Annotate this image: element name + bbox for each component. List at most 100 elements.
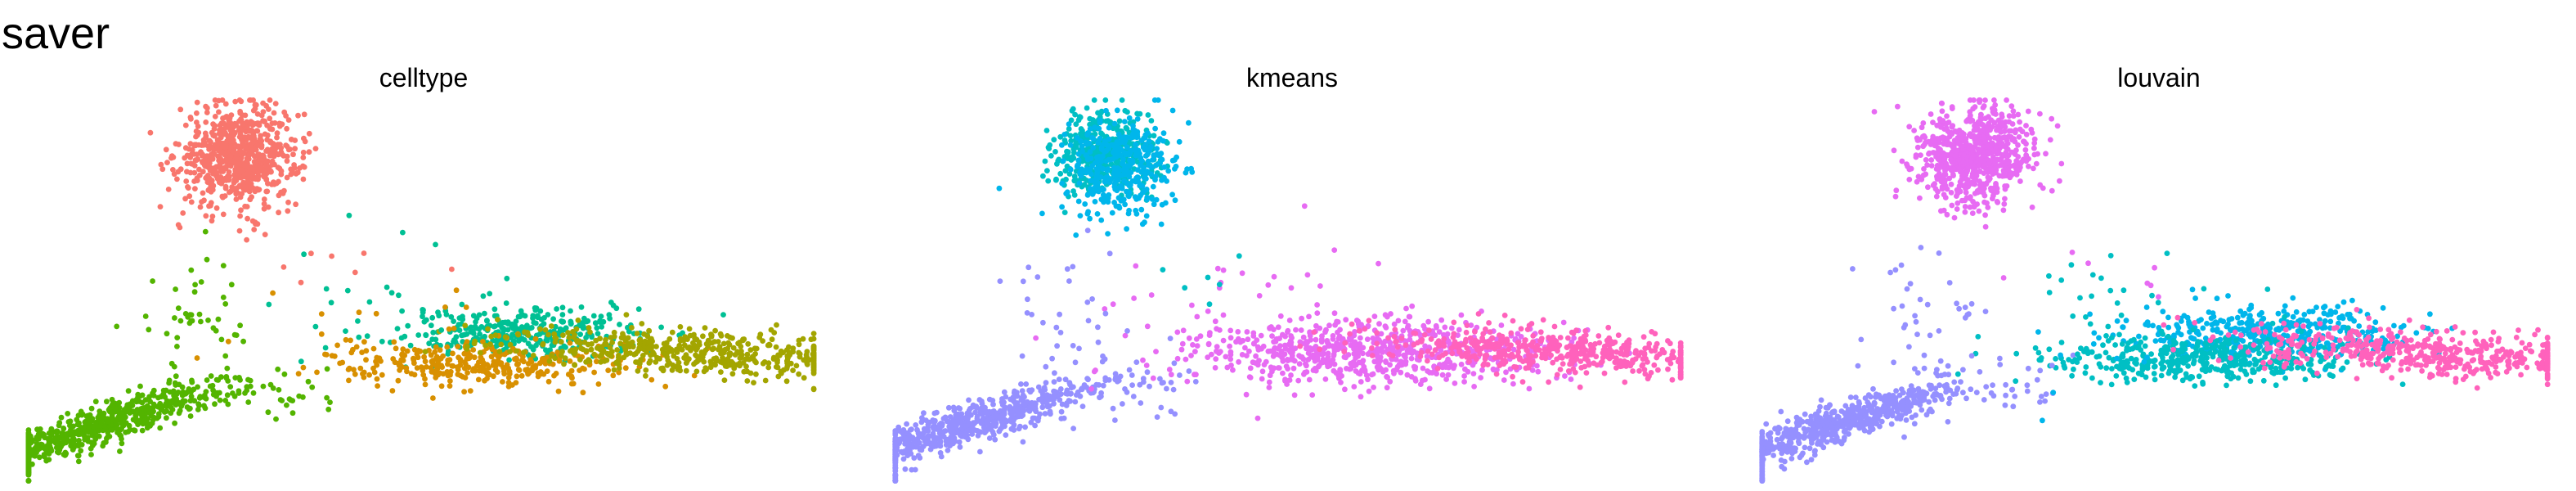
data-point bbox=[753, 359, 759, 366]
data-point bbox=[939, 423, 945, 429]
data-point bbox=[432, 370, 438, 376]
data-point bbox=[914, 442, 920, 448]
data-point bbox=[300, 149, 307, 155]
data-point bbox=[407, 342, 414, 349]
data-point bbox=[1039, 210, 1045, 217]
data-point bbox=[238, 207, 244, 214]
data-point bbox=[352, 269, 358, 276]
data-point bbox=[1104, 195, 1111, 201]
figure-title: saver bbox=[2, 9, 110, 58]
data-point bbox=[583, 335, 589, 340]
data-point bbox=[1133, 359, 1140, 365]
data-point bbox=[443, 312, 450, 318]
data-point bbox=[228, 282, 235, 288]
data-point bbox=[613, 359, 619, 366]
data-point bbox=[1357, 340, 1363, 347]
data-point bbox=[1510, 381, 1516, 387]
data-point bbox=[248, 134, 254, 141]
data-point bbox=[194, 355, 200, 361]
data-point bbox=[187, 413, 194, 419]
data-point bbox=[1259, 368, 1266, 375]
data-point bbox=[646, 327, 652, 334]
data-point bbox=[477, 349, 483, 356]
data-point bbox=[627, 340, 634, 347]
data-point bbox=[394, 326, 401, 331]
data-point bbox=[682, 334, 689, 340]
data-point bbox=[1110, 149, 1116, 155]
data-point bbox=[810, 358, 817, 364]
data-point bbox=[214, 146, 220, 152]
data-point bbox=[346, 377, 352, 384]
data-point bbox=[568, 308, 573, 314]
data-point bbox=[269, 146, 275, 152]
data-point bbox=[1133, 142, 1138, 147]
data-point bbox=[201, 403, 207, 409]
data-point bbox=[1396, 361, 1402, 367]
data-point bbox=[247, 97, 253, 103]
data-point bbox=[391, 339, 397, 345]
data-point bbox=[305, 378, 312, 385]
data-point bbox=[623, 312, 630, 318]
data-point bbox=[191, 386, 197, 393]
data-point bbox=[237, 131, 244, 137]
data-point bbox=[586, 357, 592, 363]
data-point bbox=[1245, 336, 1251, 343]
data-point bbox=[804, 361, 810, 367]
data-point bbox=[227, 189, 232, 196]
data-point bbox=[1313, 336, 1319, 343]
data-point bbox=[1319, 351, 1326, 358]
data-point bbox=[254, 128, 261, 134]
data-point bbox=[192, 142, 199, 149]
data-point bbox=[507, 349, 513, 354]
data-point bbox=[1295, 377, 1302, 384]
data-point bbox=[1636, 367, 1642, 374]
data-point bbox=[1154, 146, 1160, 152]
data-point bbox=[1067, 142, 1074, 148]
data-point bbox=[1009, 406, 1015, 412]
data-point bbox=[1018, 397, 1025, 403]
data-point bbox=[1172, 197, 1178, 204]
data-point bbox=[1461, 379, 1467, 385]
data-point bbox=[212, 123, 218, 129]
data-point bbox=[1235, 329, 1241, 335]
data-point bbox=[1376, 321, 1382, 327]
data-point bbox=[254, 221, 261, 227]
data-point bbox=[967, 406, 973, 412]
data-point bbox=[1425, 318, 1431, 325]
data-point bbox=[900, 427, 907, 433]
data-point bbox=[947, 427, 953, 434]
data-point bbox=[1121, 178, 1128, 184]
data-point bbox=[245, 215, 250, 222]
data-point bbox=[599, 324, 605, 330]
data-point bbox=[1142, 169, 1148, 175]
data-point bbox=[186, 386, 192, 392]
data-point bbox=[597, 318, 603, 324]
data-point bbox=[1027, 389, 1034, 395]
data-point bbox=[1408, 355, 1415, 362]
data-point bbox=[1265, 348, 1272, 354]
data-point bbox=[1093, 187, 1099, 194]
data-point bbox=[645, 345, 652, 351]
data-point bbox=[273, 180, 280, 187]
data-point bbox=[198, 279, 204, 285]
data-point bbox=[208, 373, 214, 379]
data-point bbox=[247, 142, 254, 149]
data-point bbox=[996, 185, 1003, 191]
data-point bbox=[1390, 367, 1397, 374]
data-point bbox=[1503, 369, 1509, 376]
data-point bbox=[191, 289, 198, 295]
points-kmeans bbox=[892, 97, 1684, 484]
data-point bbox=[464, 343, 470, 349]
data-point bbox=[1114, 107, 1120, 114]
data-point bbox=[300, 155, 307, 160]
data-point bbox=[47, 446, 54, 452]
data-point bbox=[308, 250, 314, 257]
data-point bbox=[1445, 356, 1451, 363]
data-point bbox=[1100, 382, 1106, 389]
data-point bbox=[277, 121, 284, 127]
data-point bbox=[692, 336, 698, 341]
data-point bbox=[1119, 97, 1125, 103]
data-point bbox=[979, 399, 985, 404]
data-point bbox=[1134, 116, 1141, 122]
data-point bbox=[264, 122, 270, 128]
